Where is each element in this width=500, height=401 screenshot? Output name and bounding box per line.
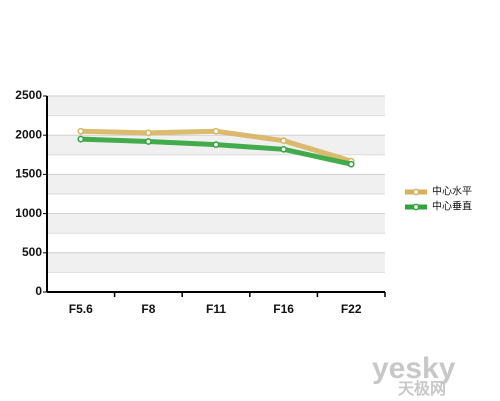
legend-marker bbox=[412, 203, 420, 211]
y-tick-label: 500 bbox=[22, 245, 42, 259]
legend-label: 中心水平 bbox=[432, 185, 472, 198]
band bbox=[47, 213, 385, 234]
x-tick-label: F11 bbox=[206, 302, 226, 316]
y-tick-label: 1000 bbox=[15, 206, 42, 220]
band bbox=[47, 96, 385, 116]
watermark-brand: yesky bbox=[372, 352, 456, 385]
y-tick-label: 2500 bbox=[15, 88, 42, 102]
y-tick-label: 0 bbox=[35, 284, 42, 298]
point bbox=[145, 138, 152, 145]
legend-marker bbox=[412, 188, 420, 196]
x-tick-label: F22 bbox=[341, 302, 362, 316]
y-tick-label: 2000 bbox=[15, 127, 42, 141]
legend-label: 中心垂直 bbox=[432, 200, 472, 213]
point bbox=[347, 160, 355, 168]
x-tick-label: F8 bbox=[141, 302, 155, 316]
point bbox=[280, 137, 287, 145]
y-tick-label: 1500 bbox=[15, 167, 42, 181]
x-tick-label: F16 bbox=[273, 302, 294, 316]
watermark-sub: 天极网 bbox=[398, 379, 446, 398]
point bbox=[77, 135, 85, 143]
point bbox=[212, 141, 220, 148]
point bbox=[280, 145, 287, 153]
point bbox=[212, 127, 220, 135]
x-tick-label: F5.6 bbox=[69, 302, 93, 316]
point bbox=[77, 127, 85, 135]
band bbox=[47, 252, 385, 273]
point bbox=[145, 129, 152, 137]
band bbox=[47, 174, 385, 194]
